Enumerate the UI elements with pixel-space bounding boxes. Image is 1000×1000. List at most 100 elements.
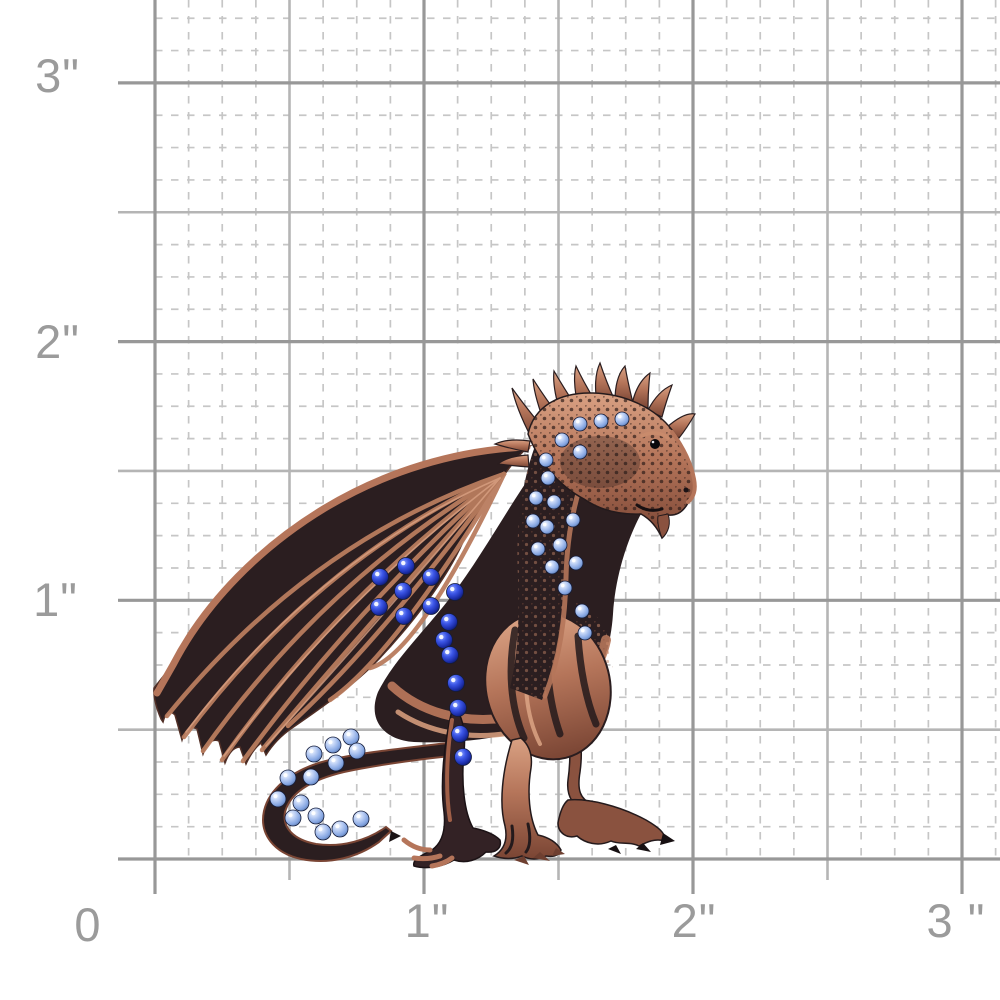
light-sapphire-crystal bbox=[305, 745, 323, 763]
crystal-sparkle bbox=[596, 416, 601, 421]
crystal-sparkle bbox=[455, 728, 460, 734]
dragon-hind-leg bbox=[492, 737, 565, 865]
ruler-labels: 3" 2" 1" 0 1" 2" 3 " bbox=[33, 49, 984, 951]
crystal-sparkle bbox=[374, 601, 379, 607]
royal-blue-crystal bbox=[451, 725, 469, 743]
y-axis-label-2in: 2" bbox=[35, 315, 80, 368]
light-sapphire-crystal bbox=[540, 470, 556, 486]
crystal-sparkle bbox=[617, 414, 622, 419]
crystal-sparkle bbox=[575, 447, 580, 452]
royal-blue-crystal bbox=[446, 583, 464, 601]
mouth-line bbox=[635, 503, 664, 512]
royal-blue-crystal bbox=[449, 699, 467, 717]
dragon-wing bbox=[153, 443, 533, 766]
crystal-sparkle bbox=[296, 798, 301, 803]
royal-blue-crystal bbox=[397, 557, 415, 575]
light-sapphire-crystal bbox=[342, 728, 360, 746]
crystal-sparkle bbox=[426, 600, 431, 606]
light-sapphire-crystal bbox=[557, 580, 573, 596]
claws bbox=[608, 833, 675, 854]
royal-blue-crystal bbox=[394, 582, 412, 600]
chin-spike bbox=[657, 513, 670, 539]
dragon-near-front-leg bbox=[401, 709, 502, 869]
dragon-brooch bbox=[153, 361, 697, 869]
royal-blue-crystal bbox=[441, 646, 459, 664]
crystal-sparkle bbox=[531, 493, 536, 498]
nostril bbox=[683, 487, 689, 493]
crystal-sparkle bbox=[356, 814, 361, 819]
crystal-sparkle bbox=[571, 558, 576, 563]
x-axis-label-2in: 2" bbox=[672, 894, 717, 947]
crystal-sparkle bbox=[575, 419, 580, 424]
crystal-sparkle bbox=[541, 455, 546, 460]
dragon-eye bbox=[650, 439, 660, 449]
crystal-sparkle bbox=[533, 544, 538, 549]
light-sapphire-crystal bbox=[614, 411, 630, 427]
light-sapphire-crystal bbox=[530, 541, 546, 557]
light-sapphire-crystal bbox=[568, 555, 584, 571]
crystal-sparkle bbox=[288, 813, 293, 818]
light-sapphire-crystals bbox=[269, 411, 630, 841]
light-sapphire-crystal bbox=[307, 807, 325, 825]
light-sapphire-crystal bbox=[292, 794, 310, 812]
crystal-sparkle bbox=[399, 610, 404, 616]
crystal-sparkle bbox=[445, 649, 450, 655]
crystal-sparkle bbox=[557, 435, 562, 440]
y-axis-label-3in: 3" bbox=[35, 49, 80, 102]
crystal-sparkle bbox=[577, 606, 582, 611]
crystal-sparkle bbox=[560, 583, 565, 588]
crystal-sparkle bbox=[444, 616, 449, 622]
light-sapphire-crystal bbox=[352, 810, 370, 828]
y-axis-label-1in: 1" bbox=[33, 573, 78, 626]
royal-blue-crystal bbox=[447, 674, 465, 692]
crystal-sparkle bbox=[328, 740, 333, 745]
brow-ridge bbox=[640, 431, 670, 440]
crystal-sparkle bbox=[309, 749, 314, 754]
crystal-sparkle bbox=[311, 811, 316, 816]
crystal-sparkle bbox=[549, 497, 554, 502]
crystal-sparkle bbox=[375, 571, 380, 577]
light-sapphire-crystal bbox=[574, 603, 590, 619]
royal-blue-crystal bbox=[435, 631, 453, 649]
crystal-sparkle bbox=[335, 824, 340, 829]
light-sapphire-crystal bbox=[331, 820, 349, 838]
light-sapphire-crystal bbox=[538, 452, 554, 468]
light-sapphire-crystal bbox=[528, 490, 544, 506]
light-sapphire-crystal bbox=[577, 625, 593, 641]
light-sapphire-crystal bbox=[544, 559, 560, 575]
crystal-sparkle bbox=[451, 677, 456, 683]
royal-blue-crystal bbox=[440, 613, 458, 631]
nose-ridge bbox=[670, 430, 697, 504]
dragon-head bbox=[493, 361, 697, 540]
crystal-sparkle bbox=[568, 515, 573, 520]
light-sapphire-crystal bbox=[539, 519, 555, 535]
crystal-sparkle bbox=[453, 702, 458, 708]
crystal-sparkle bbox=[346, 732, 351, 737]
crystal-sparkle bbox=[352, 746, 357, 751]
light-sapphire-crystal bbox=[327, 754, 345, 772]
light-sapphire-crystal bbox=[546, 494, 562, 510]
crystal-sparkle bbox=[426, 571, 431, 577]
royal-blue-crystal bbox=[454, 748, 472, 766]
eye-glint bbox=[651, 440, 655, 444]
light-sapphire-crystal bbox=[269, 790, 287, 808]
light-sapphire-crystal bbox=[565, 512, 581, 528]
light-sapphire-crystal bbox=[572, 416, 588, 432]
royal-blue-crystal bbox=[371, 568, 389, 586]
light-sapphire-crystal bbox=[302, 768, 320, 786]
crystal-sparkle bbox=[306, 772, 311, 777]
royal-blue-crystal bbox=[395, 607, 413, 625]
royal-blue-crystal bbox=[422, 597, 440, 615]
crystal-sparkle bbox=[542, 522, 547, 527]
crystal-sparkle bbox=[547, 562, 552, 567]
royal-blue-crystal bbox=[370, 598, 388, 616]
crystal-sparkle bbox=[401, 560, 406, 566]
light-sapphire-crystal bbox=[593, 413, 609, 429]
claws bbox=[401, 837, 455, 869]
royal-blue-crystal bbox=[422, 568, 440, 586]
crystal-sparkle bbox=[458, 751, 463, 757]
x-axis-label-1in: 1" bbox=[405, 894, 450, 947]
royal-blue-crystals bbox=[370, 557, 472, 766]
light-sapphire-crystal bbox=[279, 769, 297, 787]
